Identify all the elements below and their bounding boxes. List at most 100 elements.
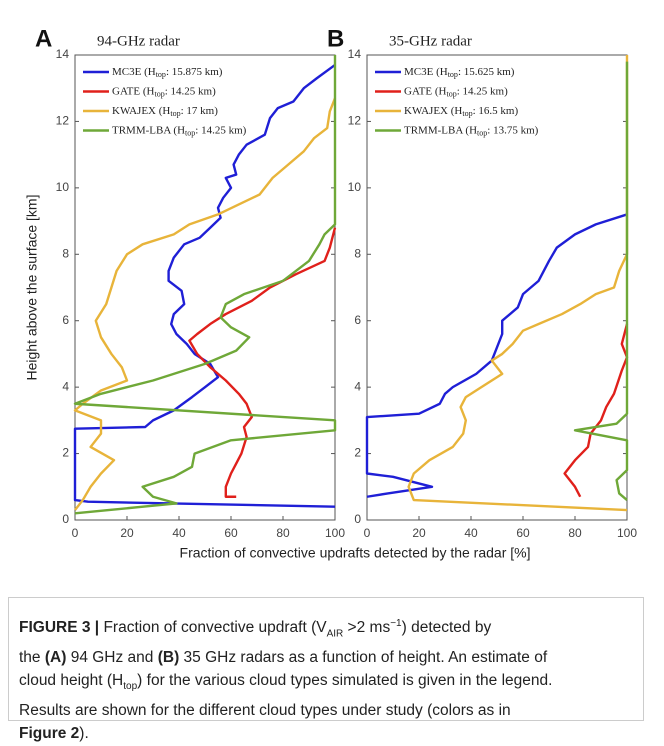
y-tick-label: 2 (354, 446, 361, 460)
y-tick-label: 2 (62, 446, 69, 460)
caption-text: FIGURE 3 | (19, 619, 100, 637)
legend-text-part: : 16.5 km) (473, 105, 519, 117)
y-tick-label: 6 (354, 313, 361, 327)
y-tick-label: 0 (354, 512, 361, 526)
legend-text-part: TRMM-LBA (H (112, 124, 185, 136)
y-tick-label: 8 (62, 246, 69, 260)
caption-line: the (A) 94 GHz and (B) 35 GHz radars as … (19, 646, 633, 670)
chart-title: 94-GHz radar (97, 33, 180, 49)
caption-text: (B) (157, 648, 180, 666)
legend-text-part: : 13.75 km) (487, 124, 538, 136)
legend-label: TRMM-LBA (Htop: 14.25 km) (112, 124, 247, 137)
x-tick-label: 80 (568, 526, 582, 540)
caption-line: FIGURE 3 | Fraction of convective updraf… (19, 612, 633, 646)
legend-label: MC3E (Htop: 15.875 km) (112, 66, 223, 79)
legend-text-part: top (156, 70, 166, 79)
caption-text: ) detected by (401, 619, 492, 637)
y-tick-label: 6 (62, 313, 69, 327)
caption-text: ) for the various cloud types simulated … (137, 672, 553, 690)
x-tick-label: 20 (412, 526, 426, 540)
legend-label: GATE (Htop: 14.25 km) (404, 85, 508, 98)
y-tick-label: 14 (56, 47, 70, 61)
caption-text: Results are shown for the different clou… (19, 701, 511, 719)
x-tick-label: 40 (172, 526, 186, 540)
legend-text-part: KWAJEX (H (404, 105, 462, 117)
legend-text-part: MC3E (H (404, 66, 448, 78)
data-line (407, 55, 629, 512)
y-tick-label: 4 (62, 379, 69, 393)
caption-line: cloud height (Htop) for the various clou… (19, 669, 633, 699)
y-axis-label: Height above the surface [km] (24, 195, 40, 381)
caption-text: cloud height (H (19, 672, 124, 690)
x-tick-label: 60 (224, 526, 238, 540)
legend-label: KWAJEX (Htop: 17 km) (112, 105, 218, 118)
data-line (73, 63, 336, 508)
legend-text-part: top (154, 89, 164, 98)
caption-text: 35 GHz radars as a function of height. A… (179, 648, 548, 666)
legend-text-part: : 14.25 km) (165, 85, 216, 97)
legend-label: KWAJEX (Htop: 16.5 km) (404, 105, 518, 118)
y-tick-label: 4 (354, 379, 361, 393)
legend-text-part: GATE (H (404, 85, 447, 97)
caption-text: Fraction of convective updraft (V (99, 619, 327, 637)
x-tick-label: 80 (276, 526, 290, 540)
data-line (73, 55, 337, 515)
x-tick-label: 100 (617, 526, 637, 540)
legend-text-part: MC3E (H (112, 66, 156, 78)
legend-text-part: top (462, 109, 472, 118)
legend-text-part: : 17 km) (181, 105, 219, 117)
legend-text-part: KWAJEX (H (112, 105, 170, 117)
legend-text-part: : 14.25 km) (457, 85, 508, 97)
legend-text-part: : 15.625 km) (458, 66, 515, 78)
legend-label: MC3E (Htop: 15.625 km) (404, 66, 515, 79)
caption-line: Figure 2). (19, 722, 633, 746)
data-line (365, 213, 628, 498)
legend-text-part: top (448, 70, 458, 79)
y-tick-label: 14 (348, 47, 362, 61)
legend-text-part: top (446, 89, 456, 98)
x-tick-label: 0 (364, 526, 371, 540)
caption-text: top (123, 681, 138, 693)
legend-text-part: top (185, 128, 195, 137)
y-tick-label: 8 (354, 246, 361, 260)
x-tick-label: 100 (325, 526, 345, 540)
y-tick-label: 12 (56, 114, 70, 128)
caption-line: Results are shown for the different clou… (19, 699, 633, 723)
caption-text: −1 (390, 618, 402, 629)
legend-label: TRMM-LBA (Htop: 13.75 km) (404, 124, 539, 137)
legend-text-part: : 14.25 km) (195, 124, 246, 136)
caption-text: ). (79, 725, 89, 743)
plot-frame (74, 54, 336, 521)
legend-text-part: top (170, 109, 180, 118)
panel-label: B (327, 25, 344, 52)
y-tick-label: 12 (348, 114, 362, 128)
caption: FIGURE 3 | Fraction of convective updraf… (8, 597, 644, 742)
figure: Fraction of convective updrafts detected… (24, 25, 638, 561)
data-line (188, 227, 337, 498)
x-axis-label: Fraction of convective updrafts detected… (180, 545, 531, 561)
legend-text-part: : 15.875 km) (166, 66, 223, 78)
caption-text: AIR (326, 628, 344, 640)
caption-text: 94 GHz and (66, 648, 158, 666)
caption-text: (A) (44, 648, 67, 666)
y-tick-label: 0 (62, 512, 69, 526)
y-tick-label: 10 (56, 180, 70, 194)
page: Fraction of convective updrafts detected… (8, 25, 644, 743)
legend-text-part: GATE (H (112, 85, 155, 97)
y-tick-label: 10 (348, 180, 362, 194)
x-tick-label: 60 (516, 526, 530, 540)
data-line (573, 61, 629, 501)
caption-text: Figure 2 (19, 725, 80, 743)
caption-text: the (19, 648, 45, 666)
x-tick-label: 40 (464, 526, 478, 540)
data-line (563, 323, 629, 498)
x-tick-label: 20 (120, 526, 134, 540)
legend-label: GATE (Htop: 14.25 km) (112, 85, 216, 98)
x-tick-label: 0 (72, 526, 79, 540)
panel-label: A (35, 25, 52, 52)
legend-text-part: top (477, 128, 487, 137)
chart-title: 35-GHz radar (389, 33, 472, 49)
data-line (73, 97, 337, 511)
legend-text-part: TRMM-LBA (H (404, 124, 477, 136)
caption-text: >2 ms (343, 619, 391, 637)
